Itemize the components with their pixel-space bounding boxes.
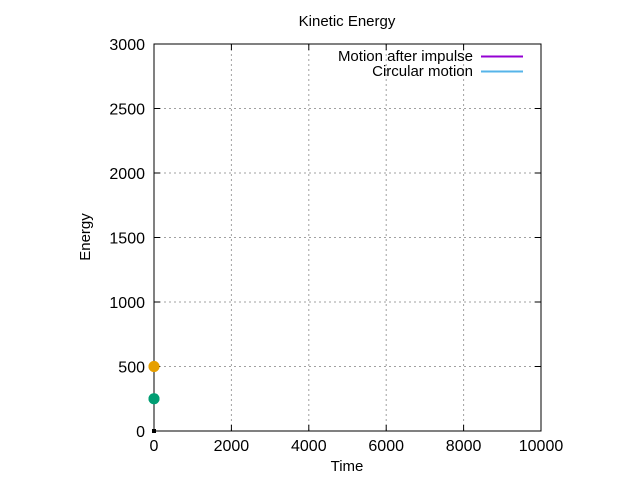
- x-tick-label: 4000: [291, 438, 327, 455]
- y-tick-label: 1000: [109, 295, 145, 312]
- y-tick-label: 2500: [109, 102, 145, 119]
- grid: [154, 44, 541, 431]
- axis-ticks: 0 2000 4000 6000 8000 10000 0 500 1000 1500 2000 25…: [109, 37, 563, 455]
- x-tick-label: 2000: [214, 438, 250, 455]
- x-axis-label: Time: [331, 458, 364, 475]
- x-tick-label: 8000: [446, 438, 482, 455]
- x-tick-label: 0: [150, 438, 159, 455]
- series-point-0: [148, 361, 160, 372]
- series-layer: [148, 361, 160, 433]
- origin-point: [152, 429, 156, 433]
- plot-frame: [153, 43, 542, 432]
- series-point-1: [148, 393, 160, 405]
- x-tick-label: 6000: [368, 438, 404, 455]
- y-tick-label: 0: [136, 424, 145, 441]
- x-tick-label: 10000: [519, 438, 564, 455]
- y-axis-label: Energy: [77, 213, 94, 261]
- y-tick-label: 2000: [109, 166, 145, 183]
- legend-label-circular-motion: Circular motion: [372, 63, 473, 80]
- chart-title: Kinetic Energy: [299, 13, 396, 30]
- legend-label-motion-after-impulse: Motion after impulse: [338, 48, 473, 65]
- y-tick-label: 3000: [109, 37, 145, 54]
- legend: Motion after impulse Circular motion: [338, 48, 523, 80]
- y-tick-label: 500: [118, 360, 145, 377]
- y-tick-label: 1500: [109, 231, 145, 248]
